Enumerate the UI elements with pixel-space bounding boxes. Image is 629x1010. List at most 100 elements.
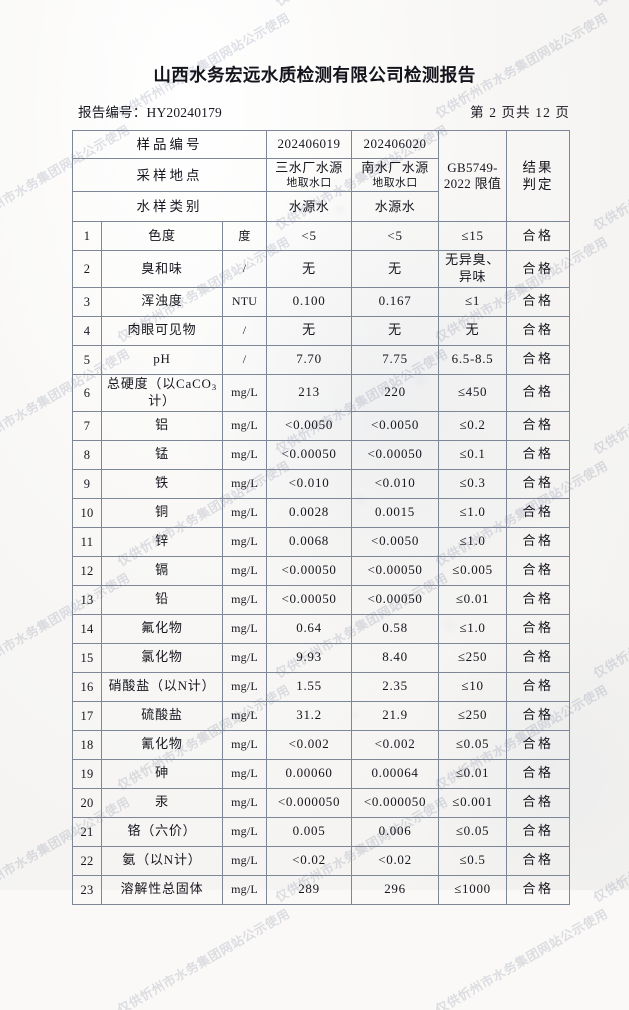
table-row: 12 镉 mg/L <0.00050 <0.00050 ≤0.005 合格: [72, 555, 571, 586]
result-verdict: 合格: [506, 439, 571, 470]
parameter-unit: mg/L: [221, 758, 268, 789]
row-index: 19: [72, 758, 102, 789]
row-index: 16: [72, 671, 102, 702]
standard-limit: ≤15: [438, 221, 508, 252]
sample-2-value: <0.000050: [351, 787, 440, 818]
table-row: 7 铝 mg/L <0.0050 <0.0050 ≤0.2 合格: [72, 410, 571, 441]
header-row-site: 采样地点 三水厂水源 地取水口 南水厂水源 地取水口: [71, 157, 570, 193]
standard-limit: ≤250: [438, 642, 508, 673]
verdict-header: 结果 判定: [506, 129, 571, 223]
report-meta-row: 报告编号：HY20240179 第 2 页共 12 页: [78, 101, 570, 121]
standard-limit: ≤0.2: [438, 410, 508, 441]
result-verdict: 合格: [506, 468, 571, 499]
sample-1-number: 202406019: [266, 130, 353, 159]
result-verdict: 合格: [506, 410, 571, 441]
sample-2-value: <0.00050: [351, 584, 440, 615]
sample-1-value: <0.0050: [266, 410, 353, 441]
test-results-table: 样品编号 202406019 202406020 GB5749- 2022 限值…: [71, 129, 571, 905]
sample-2-value: 0.00064: [351, 758, 440, 789]
parameter-unit: mg/L: [221, 700, 268, 731]
standard-limit-label: 2022 限值: [443, 176, 502, 192]
parameter-unit: mg/L: [221, 613, 268, 644]
table-row: 19 砷 mg/L 0.00060 0.00064 ≤0.01 合格: [72, 758, 571, 789]
table-row: 4 肉眼可见物 / 无无无合格: [72, 315, 571, 346]
standard-limit: ≤0.05: [438, 729, 508, 760]
row-index: 22: [72, 845, 102, 876]
report-number: 报告编号：HY20240179: [78, 105, 222, 120]
result-verdict: 合格: [506, 555, 571, 586]
sample-2-value: <0.002: [351, 729, 440, 760]
row-index: 11: [72, 526, 102, 557]
result-verdict: 合格: [506, 642, 571, 673]
parameter-name: 硝酸盐（以N计）: [101, 671, 223, 702]
result-verdict: 合格: [506, 286, 571, 317]
table-row: 9 铁 mg/L <0.010 <0.010 ≤0.3 合格: [72, 468, 571, 499]
result-verdict: 合格: [506, 671, 571, 702]
sample-2-value: 无: [351, 315, 440, 346]
parameter-name: 氰化物: [101, 729, 223, 760]
standard-limit: ≤1.0: [438, 613, 508, 644]
sample-1-site-line1: 三水厂水源: [275, 160, 343, 175]
sample-1-value: 无: [266, 315, 353, 346]
table-row: 22 氨（以N计） mg/L <0.02 <0.02 ≤0.5 合格: [72, 845, 571, 876]
sample-1-site: 三水厂水源 地取水口: [266, 157, 353, 193]
result-verdict: 合格: [506, 250, 571, 288]
parameter-unit: /: [221, 344, 268, 375]
parameter-unit: mg/L: [221, 584, 268, 615]
table-row: 3 浑浊度 NTU 0.100 0.167 ≤1 合格: [72, 286, 571, 317]
parameter-name: 砷: [101, 758, 223, 789]
result-verdict: 合格: [506, 584, 571, 615]
standard-limit: ≤0.005: [438, 555, 508, 586]
parameter-name: 镉: [101, 555, 223, 586]
standard-limit: ≤0.5: [438, 845, 508, 876]
row-index: 9: [72, 468, 102, 499]
sample-2-value: 无: [351, 250, 440, 288]
sample-2-value: <0.00050: [351, 439, 440, 470]
header-label-sampling-site: 采样地点: [71, 157, 268, 193]
standard-limit: ≤0.01: [438, 584, 508, 615]
table-row: 18 氰化物 mg/L <0.002 <0.002 ≤0.05 合格: [72, 729, 571, 760]
standard-limit: ≤0.1: [438, 439, 508, 470]
standard-limit: ≤0.001: [438, 787, 508, 818]
parameter-name: 铁: [101, 468, 223, 499]
result-verdict: 合格: [506, 729, 571, 760]
standard-limit: ≤450: [438, 373, 508, 412]
sample-1-value: 0.64: [266, 613, 353, 644]
result-verdict: 合格: [506, 497, 571, 528]
result-verdict: 合格: [506, 221, 571, 252]
parameter-name: 铜: [101, 497, 223, 528]
sample-2-value: <0.0050: [351, 410, 440, 441]
parameter-name: 铝: [101, 410, 223, 441]
standard-limit: ≤1.0: [438, 497, 508, 528]
parameter-unit: /: [221, 315, 268, 346]
row-index: 8: [72, 439, 102, 470]
row-index: 1: [72, 221, 102, 252]
parameter-unit: mg/L: [221, 497, 268, 528]
row-index: 4: [72, 315, 102, 346]
sample-1-value: 0.005: [266, 816, 353, 847]
row-index: 5: [72, 344, 102, 375]
parameter-unit: /: [221, 250, 268, 288]
table-header: 样品编号 202406019 202406020 GB5749- 2022 限值…: [71, 129, 571, 223]
row-index: 20: [72, 787, 102, 818]
watermark-text: 仅供忻州市水务集团网站公示使用: [432, 905, 611, 1010]
sample-2-number: 202406020: [351, 130, 440, 159]
parameter-unit: 度: [221, 221, 268, 252]
result-verdict: 合格: [506, 787, 571, 818]
sample-1-value: <0.00050: [266, 555, 353, 586]
sample-2-value: 220: [351, 373, 440, 412]
sample-1-value: 0.100: [266, 286, 353, 317]
table-row: 5 pH/7.70 7.75 6.5-8.5 合格: [72, 344, 571, 375]
table-row: 15 氯化物 mg/L 9.93 8.40 ≤250 合格: [72, 642, 571, 673]
table-row: 20 汞 mg/L <0.000050 <0.000050 ≤0.001 合格: [72, 787, 571, 818]
standard-limit: ≤1: [438, 286, 508, 317]
sample-2-value: 0.58: [351, 613, 440, 644]
standard-limit: ≤10: [438, 671, 508, 702]
row-index: 14: [72, 613, 102, 644]
parameter-unit: NTU: [221, 286, 268, 317]
sample-2-value: <0.0050: [351, 526, 440, 557]
parameter-name: 色度: [101, 221, 223, 252]
sample-2-site: 南水厂水源 地取水口: [351, 157, 440, 193]
sample-1-value: 无: [266, 250, 353, 288]
table-row: 13 铅 mg/L <0.00050 <0.00050 ≤0.01 合格: [72, 584, 571, 615]
